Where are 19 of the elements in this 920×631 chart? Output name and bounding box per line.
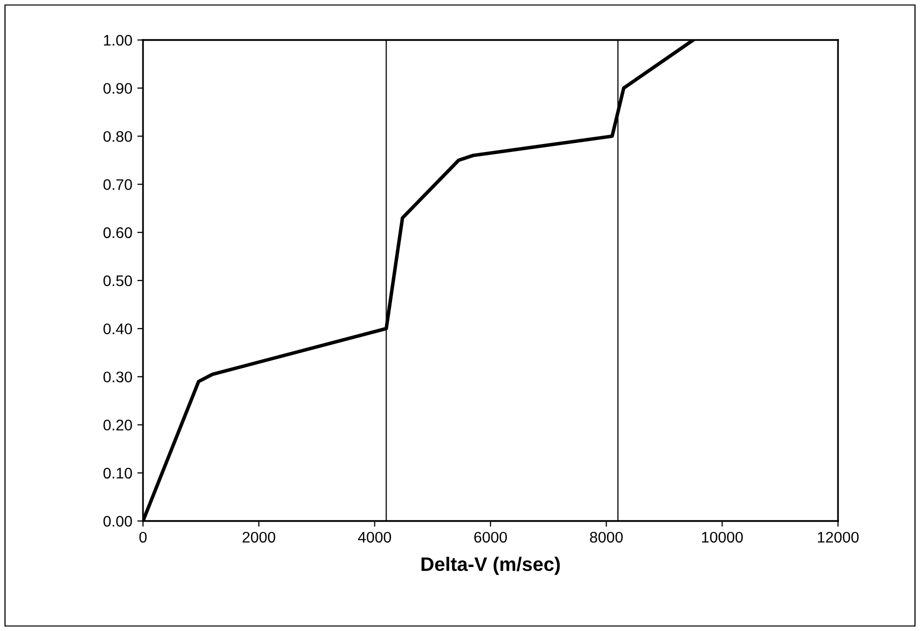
x-tick-label: 0 <box>139 532 147 543</box>
x-tick-label: 8000 <box>590 532 623 543</box>
x-tick-label: 2000 <box>242 532 276 543</box>
y-tick-label: 0.40 <box>103 323 132 334</box>
x-tick-label: 12000 <box>818 532 859 543</box>
y-tick-label: 0.20 <box>103 420 132 430</box>
y-tick-label: 0.90 <box>103 82 132 94</box>
x-tick-label: 6000 <box>474 532 507 543</box>
x-tick-label: 4000 <box>358 532 392 543</box>
y-tick-label: 0.60 <box>103 227 132 238</box>
y-tick-label: 0.30 <box>103 372 132 382</box>
y-tick-label: 1.00 <box>104 34 132 46</box>
y-tick-label: 0.80 <box>103 131 132 142</box>
y-tick-label: 0.10 <box>103 468 132 479</box>
x-tick-label: 10000 <box>702 532 743 543</box>
y-tick-label: 0.00 <box>103 516 132 527</box>
x-axis-title: Delta-V (m/sec) <box>422 556 560 575</box>
y-tick-label: 0.70 <box>103 179 132 190</box>
y-tick-label: 0.50 <box>103 275 132 286</box>
